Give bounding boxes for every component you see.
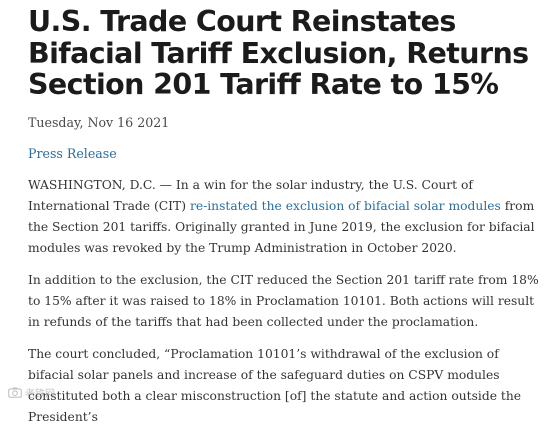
bifacial-exclusion-link[interactable]: re-instated the exclusion of bifacial so… <box>189 198 501 213</box>
camera-watermark-icon <box>8 387 22 398</box>
publish-date: Tuesday, Nov 16 2021 <box>28 114 170 130</box>
paragraph-1-text-before: WASHINGTON, D.C. — In a win for the sola… <box>28 177 473 213</box>
article-paragraph-2: In addition to the exclusion, the CIT re… <box>28 272 539 329</box>
article-paragraph-1: WASHINGTON, D.C. — In a win for the sola… <box>28 175 540 259</box>
article-headline: U.S. Trade Court Reinstates Bifacial Tar… <box>28 5 529 101</box>
article: U.S. Trade Court Reinstates Bifacial Tar… <box>28 6 540 428</box>
article-paragraph-3: The court concluded, “Proclamation 10101… <box>28 346 522 424</box>
press-release-link[interactable]: Press Release <box>28 145 117 161</box>
paragraph-1-text-after: from the Section 201 tariffs. Originally… <box>28 198 535 255</box>
